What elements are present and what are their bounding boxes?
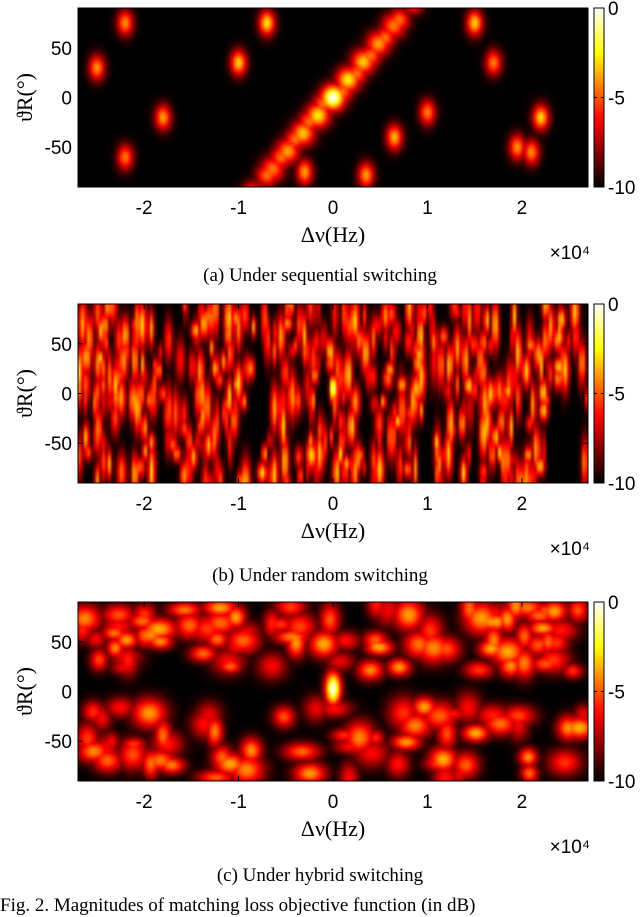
- x-tick-label: -1: [230, 792, 247, 813]
- colorbar-tick-label: -5: [608, 683, 625, 704]
- x-tick-label: 0: [328, 198, 339, 219]
- y-axis-label: ϑR(°): [12, 667, 37, 716]
- figure-caption: Fig. 2. Magnitudes of matching loss obje…: [0, 895, 476, 916]
- x-multiplier: ×10⁴: [550, 837, 590, 858]
- colorbar-tick-label: -5: [608, 385, 625, 406]
- colorbar-tick-label: -10: [608, 474, 635, 495]
- caption-random: (b) Under random switching: [212, 565, 428, 586]
- caption-hybrid: (c) Under hybrid switching: [216, 865, 424, 886]
- x-tick-label: 1: [422, 198, 433, 219]
- x-tick-label: 2: [517, 792, 528, 813]
- x-tick-label: 0: [328, 792, 339, 813]
- y-tick-label: 0: [61, 385, 72, 406]
- x-tick-label: 1: [422, 494, 433, 515]
- colorbar-tick-label: -5: [608, 89, 625, 110]
- y-tick-label: -50: [45, 138, 72, 159]
- heatmap-raster: [78, 602, 588, 781]
- panel-random: -2 -1 0 1 2 -50 0 50 Δν(Hz) ×10⁴ ϑR(°) 0 -5 -10: [0, 296, 640, 596]
- x-axis-label: Δν(Hz): [301, 222, 365, 247]
- heatmap-raster: [78, 304, 588, 483]
- colorbar-tick-label: -10: [608, 772, 635, 793]
- x-tick-label: 0: [328, 494, 339, 515]
- x-tick-label: 1: [422, 792, 433, 813]
- y-tick-label: 50: [51, 39, 72, 60]
- caption-sequential: (a) Under sequential switching: [203, 265, 437, 286]
- y-tick-label: 50: [51, 335, 72, 356]
- x-axis-label: Δν(Hz): [301, 518, 365, 543]
- panel-hybrid: -2 -1 0 1 2 -50 0 50 Δν(Hz) ×10⁴ ϑR(°) 0 -5 -10: [0, 594, 640, 894]
- panel-sequential: -2 -1 0 1 2 -50 0 50 Δν(Hz) ×10⁴ ϑR(°) 0 -5 -10: [0, 0, 640, 300]
- y-axis-label: ϑR(°): [12, 73, 37, 122]
- x-tick-label: 2: [517, 494, 528, 515]
- y-tick-label: 50: [51, 633, 72, 654]
- x-tick-label: -2: [136, 494, 153, 515]
- x-tick-label: -1: [230, 494, 247, 515]
- x-tick-label: 2: [517, 198, 528, 219]
- y-tick-label: 0: [61, 683, 72, 704]
- colorbar-tick-label: -10: [608, 178, 635, 199]
- heatmap-raster: [78, 8, 588, 187]
- x-axis-label: Δν(Hz): [301, 816, 365, 841]
- x-multiplier: ×10⁴: [550, 539, 590, 560]
- y-tick-label: 0: [61, 89, 72, 110]
- colorbar-tick-label: 0: [608, 0, 619, 20]
- x-tick-label: -2: [136, 198, 153, 219]
- colorbar-tick-label: 0: [608, 296, 619, 316]
- y-tick-label: -50: [45, 732, 72, 753]
- y-axis-label: ϑR(°): [12, 369, 37, 418]
- y-tick-label: -50: [45, 434, 72, 455]
- x-tick-label: -1: [230, 198, 247, 219]
- x-tick-label: -2: [136, 792, 153, 813]
- colorbar-tick-label: 0: [608, 594, 619, 614]
- x-multiplier: ×10⁴: [550, 243, 590, 264]
